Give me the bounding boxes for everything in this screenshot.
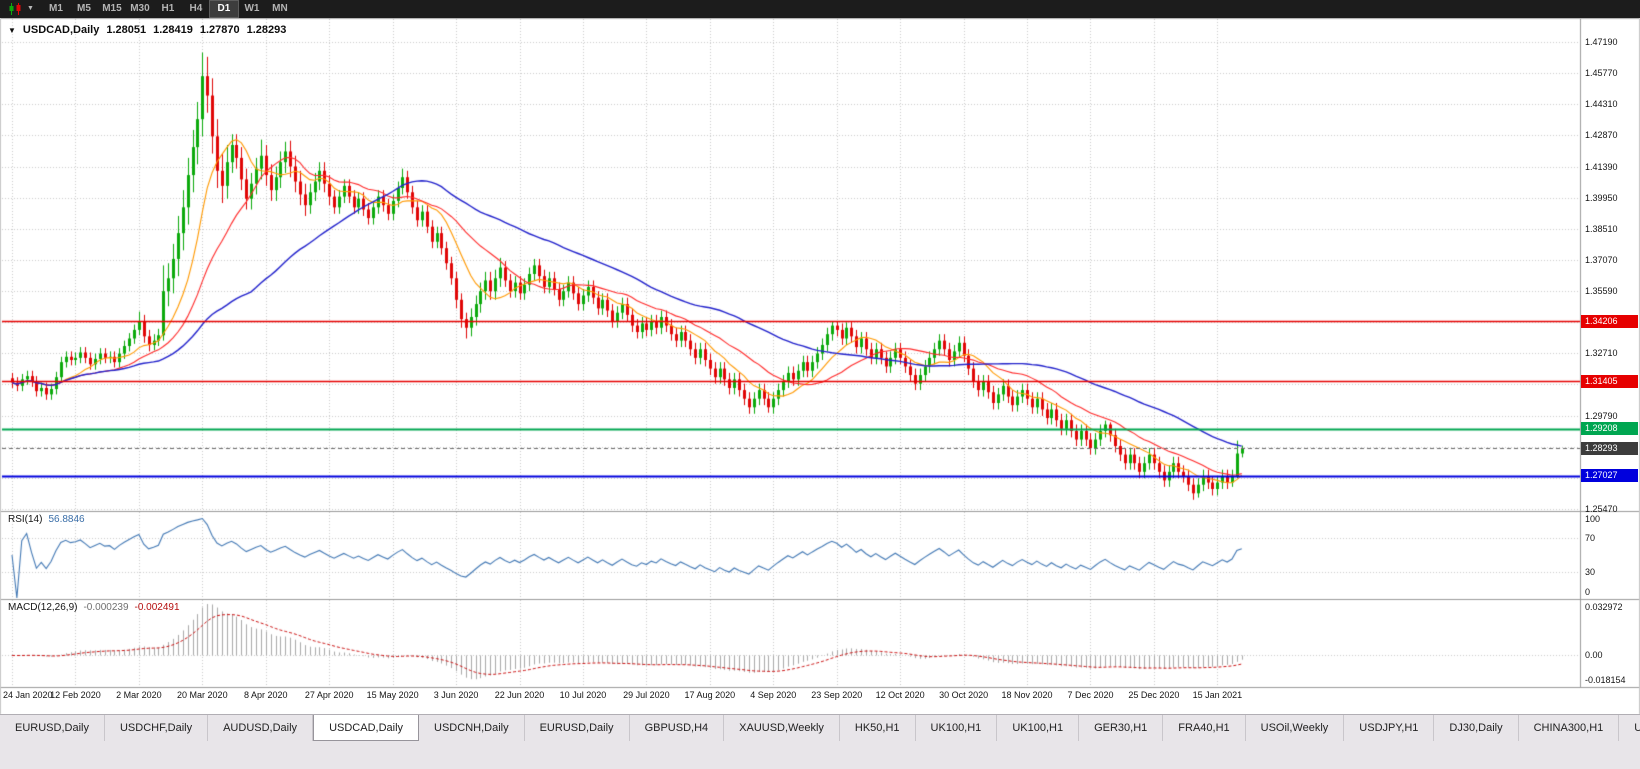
symbol-period-label: USDCAD,Daily [22,24,100,36]
date-axis-label: 27 Apr 2020 [304,690,354,700]
rsi-level-label: 0 [1585,587,1591,597]
price-axis-label: 1.39950 [1585,192,1618,203]
symbol-tab[interactable]: GER30,H1 [1079,715,1164,741]
high-value: 1.28419 [153,24,193,36]
symbol-tab[interactable]: EURUSD,Daily [525,715,630,741]
rsi-level-label: 30 [1585,567,1596,578]
symbol-tab[interactable]: CHINA300,H1 [1519,715,1620,741]
period-button-w1[interactable]: W1 [244,3,260,14]
chart-title: ▼ USDCAD,Daily 1.28051 1.28419 1.27870 1… [8,24,286,36]
hline-price-tag: 1.29208 [1581,422,1638,436]
price-axis-label: 1.41390 [1585,161,1618,172]
date-axis-label: 10 Jul 2020 [559,690,607,700]
symbol-tab[interactable]: US [1619,715,1640,741]
symbol-tab[interactable]: DJ30,Daily [1434,715,1519,741]
low-value: 1.27870 [199,24,240,36]
macd-main-value: -0.000239 [83,602,129,613]
candlestick-chart-icon[interactable] [5,2,25,16]
date-axis-label: 17 Aug 2020 [684,690,736,700]
date-axis-label: 20 Mar 2020 [177,690,228,700]
period-button-m5[interactable]: M5 [76,3,91,14]
date-axis-label: 3 Jun 2020 [433,690,479,700]
date-axis-label: 15 Jan 2021 [1192,690,1243,700]
symbol-tab[interactable]: EURUSD,Daily [0,715,105,741]
period-button-h1[interactable]: H1 [161,3,175,14]
hline-price-tag: 1.34206 [1581,314,1638,328]
symbol-tab-bar: EURUSD,Daily USDCHF,Daily AUDUSD,Daily USDC… [0,714,1640,769]
price-axis-label: 1.32710 [1585,348,1618,359]
price-axis-label: 1.37070 [1585,254,1618,265]
price-axis-label: 1.45770 [1585,67,1618,78]
price-axis-label: 1.47190 [1585,37,1618,47]
candlestick-glyph [9,3,21,15]
price-axis-label: 1.44310 [1585,98,1618,109]
rsi-header: RSI(14) 56.8846 [8,514,85,525]
period-button-mn[interactable]: MN [272,3,288,14]
symbol-tab[interactable]: UK100,H1 [916,715,998,741]
macd-label: MACD(12,26,9) [8,602,78,613]
rsi-level-label: 100 [1585,514,1601,524]
chevron-down-icon[interactable]: ▼ [27,5,34,12]
price-axis-label: 1.29790 [1585,411,1618,422]
date-axis-label: 15 May 2020 [366,690,419,700]
close-value: 1.28293 [246,24,287,36]
symbol-tab[interactable]: AUDUSD,Daily [208,715,314,741]
date-axis-label: 30 Oct 2020 [939,690,989,700]
symbol-tab[interactable]: USDCHF,Daily [105,715,209,741]
symbol-tab[interactable]: FRA40,H1 [1163,715,1246,741]
macd-axis-label: 0.00 [1585,650,1603,661]
date-axis-label: 24 Jan 2020 [3,690,53,700]
period-button-d1[interactable]: D1 [208,0,239,18]
period-button-m1[interactable]: M1 [48,3,63,14]
symbol-tab[interactable]: USOil,Weekly [1246,715,1345,741]
symbol-tab[interactable]: USDCAD,Daily [313,715,420,741]
macd-signal-value: -0.002491 [134,602,180,613]
date-axis-label: 12 Oct 2020 [875,690,925,700]
date-axis-label: 12 Feb 2020 [50,690,101,700]
date-axis-label: 4 Sep 2020 [750,690,797,700]
macd-header: MACD(12,26,9) -0.000239 -0.002491 [8,602,180,613]
date-axis-label: 8 Apr 2020 [243,690,288,700]
open-value: 1.28051 [106,24,147,36]
date-axis-label: 2 Mar 2020 [116,690,162,700]
symbol-tab[interactable]: USDJPY,H1 [1344,715,1435,741]
rsi-level-label: 70 [1585,532,1596,543]
date-axis-label: 22 Jun 2020 [494,690,545,700]
date-axis-label: 29 Jul 2020 [623,690,670,700]
rsi-label: RSI(14) [8,514,43,525]
period-button-m15[interactable]: M15 [102,3,122,14]
price-axis-label: 1.35590 [1585,286,1618,297]
symbol-tab[interactable]: HK50,H1 [840,715,916,741]
symbol-tab[interactable]: XAUUSD,Weekly [724,715,840,741]
date-axis-label: 23 Sep 2020 [811,690,863,700]
rsi-value: 56.8846 [48,514,85,525]
current-price-tag: 1.28293 [1581,441,1638,455]
price-axis-label: 1.42870 [1585,129,1618,140]
one-click-dropdown-icon[interactable]: ▼ [8,25,16,35]
date-axis-label: 18 Nov 2020 [1001,690,1053,700]
date-axis-label: 7 Dec 2020 [1067,690,1114,700]
hline-price-tag: 1.31405 [1581,374,1638,388]
macd-axis-label: -0.018154 [1585,675,1626,685]
symbol-tabs: EURUSD,Daily USDCHF,Daily AUDUSD,Daily USDC… [0,715,1640,741]
macd-axis-label: 0.032972 [1585,602,1623,612]
timeframe-button-group: M1 M5 M15 M30 H1 H4 D1 W1 MN [42,0,294,18]
symbol-tab[interactable]: USDCNH,Daily [419,715,525,741]
hline-price-tag: 1.27027 [1581,469,1638,483]
date-axis-label: 25 Dec 2020 [1128,690,1180,700]
period-button-h4[interactable]: H4 [189,3,203,14]
price-axis-label: 1.25470 [1585,504,1618,514]
toolbar: ▼ M1 M5 M15 M30 H1 H4 D1 W1 MN [0,0,1640,18]
price-axis-label: 1.38510 [1585,223,1618,234]
symbol-tab[interactable]: GBPUSD,H4 [630,715,725,741]
symbol-tab[interactable]: UK100,H1 [997,715,1080,741]
period-button-m30[interactable]: M30 [130,3,150,14]
